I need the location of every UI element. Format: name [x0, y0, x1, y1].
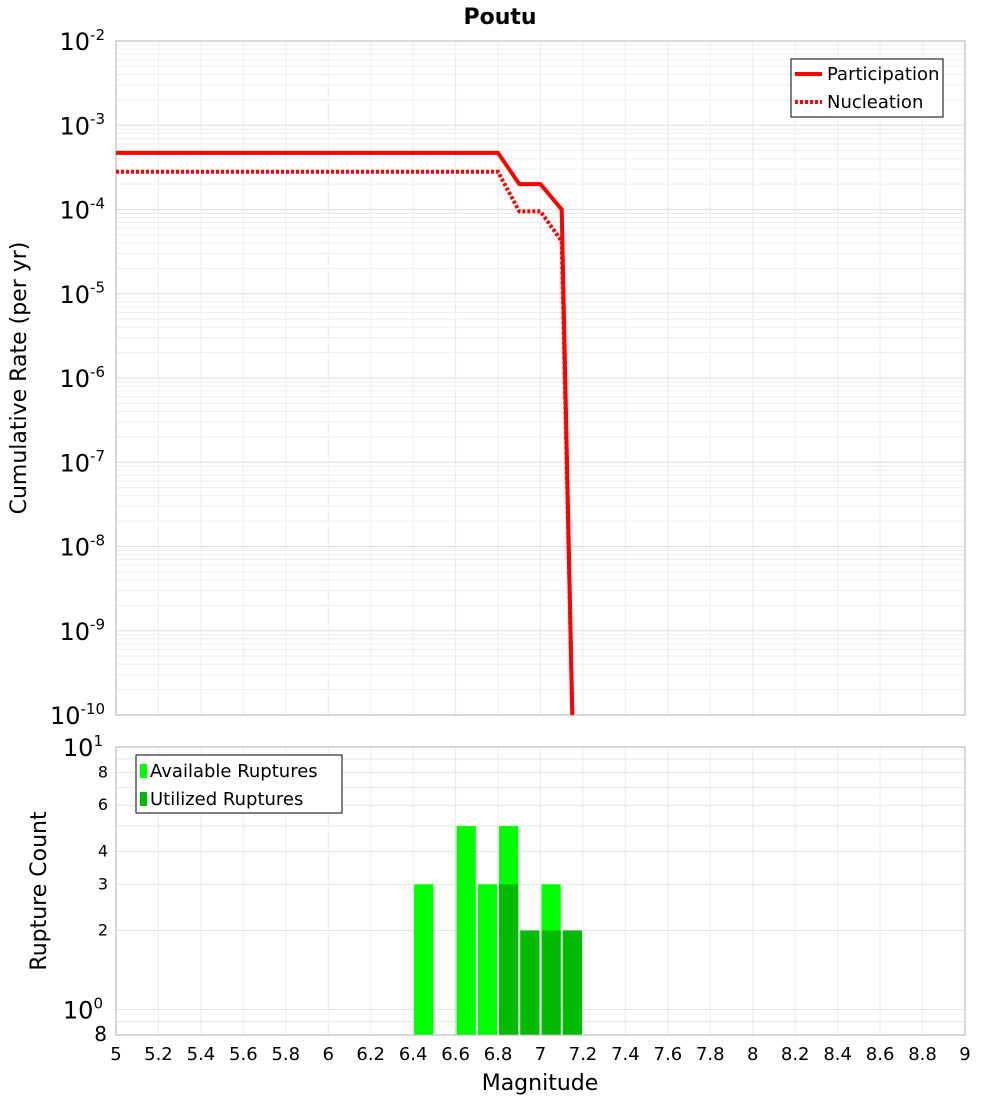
x-tick-label: 8.8 — [908, 1044, 937, 1065]
bottom-plot-frame — [115, 746, 966, 1036]
x-tick-label: 5.4 — [187, 1044, 216, 1065]
x-tick-label: 6.8 — [484, 1044, 513, 1065]
bar-available-ruptures — [414, 884, 434, 1035]
y-tick-label: 2 — [98, 921, 108, 940]
bar-utilized-ruptures — [520, 930, 540, 1035]
top-legend: Participation Nucleation — [790, 58, 944, 118]
legend-label-nucleation: Nucleation — [827, 92, 923, 113]
legend-swatch-utilized-ruptures — [140, 792, 147, 806]
chart-title: Poutu — [463, 5, 536, 30]
bottom-y-axis-label: Rupture Count — [27, 811, 52, 971]
series-line-nucleation — [116, 169, 575, 716]
top-plot: 10-2 10-3 10-4 10-5 10-6 10-7 10-8 10-9 10-10 Cu… — [7, 26, 966, 730]
y-tick-label: 10-9 — [59, 616, 105, 646]
legend-box — [790, 58, 944, 118]
top-series-lines — [116, 150, 575, 716]
x-tick-label: 6.6 — [441, 1044, 470, 1065]
legend-label-utilized-ruptures: Utilized Ruptures — [150, 789, 303, 810]
bar-utilized-ruptures — [541, 930, 561, 1035]
top-grid — [115, 41, 966, 716]
bottom-legend: Available Ruptures Utilized Ruptures — [135, 754, 343, 814]
y-tick-label: 10-7 — [59, 447, 105, 477]
bottom-bars — [414, 826, 582, 1035]
top-y-axis-label: Cumulative Rate (per yr) — [7, 242, 32, 515]
y-tick-label: 6 — [98, 795, 108, 814]
top-y-tick-labels: 10-2 10-3 10-4 10-5 10-6 10-7 10-8 10-9 10-10 — [50, 26, 105, 730]
y-tick-label: 8 — [98, 762, 108, 781]
top-plot-frame — [115, 40, 966, 716]
y-tick-label: 10-10 — [50, 700, 105, 730]
y-tick-label: 10-2 — [59, 26, 105, 56]
legend-swatch-available-ruptures — [140, 764, 147, 778]
legend-label-participation: Participation — [827, 64, 939, 85]
x-tick-label: 5.2 — [144, 1044, 173, 1065]
x-tick-label: 5.8 — [271, 1044, 300, 1065]
x-tick-label: 8.6 — [866, 1044, 895, 1065]
x-tick-label: 7.6 — [654, 1044, 683, 1065]
bar-utilized-ruptures — [562, 930, 582, 1035]
bar-utilized-ruptures — [499, 884, 519, 1035]
x-tick-label: 6 — [323, 1044, 334, 1065]
y-tick-label: 3 — [98, 874, 108, 893]
x-tick-label: 7.4 — [611, 1044, 640, 1065]
legend-box — [135, 754, 343, 814]
y-tick-label: 10-4 — [59, 194, 105, 224]
x-tick-label: 7 — [535, 1044, 546, 1065]
x-tick-label: 5 — [110, 1044, 121, 1065]
y-tick-label: 101 — [63, 732, 103, 762]
y-tick-label: 4 — [98, 841, 108, 860]
bar-available-ruptures — [477, 884, 498, 1035]
x-tick-label: 5.6 — [229, 1044, 258, 1065]
x-tick-label: 7.8 — [696, 1044, 725, 1065]
y-tick-label: 10-5 — [59, 279, 105, 309]
x-tick-label: 6.4 — [399, 1044, 428, 1065]
bar-available-ruptures — [456, 826, 476, 1035]
x-tick-labels: 5 5.2 5.4 5.6 5.8 6 6.2 6.4 6.6 6.8 7 7.2 7.4 7.6 7.8 8… — [110, 1044, 970, 1065]
y-tick-label: 100 — [63, 994, 103, 1024]
x-tick-label: 8 — [747, 1044, 758, 1065]
legend-label-available-ruptures: Available Ruptures — [150, 761, 318, 782]
y-tick-label: 10-8 — [59, 531, 105, 561]
x-tick-label: 7.2 — [569, 1044, 598, 1065]
x-tick-label: 8.4 — [823, 1044, 852, 1065]
y-tick-label: 8 — [94, 1022, 107, 1046]
x-tick-label: 8.2 — [781, 1044, 810, 1065]
y-tick-label: 10-6 — [59, 363, 105, 393]
x-tick-label: 6.2 — [356, 1044, 385, 1065]
x-axis-label: Magnitude — [482, 1071, 599, 1096]
x-tick-label: 9 — [959, 1044, 970, 1065]
y-tick-label: 10-3 — [59, 110, 105, 140]
